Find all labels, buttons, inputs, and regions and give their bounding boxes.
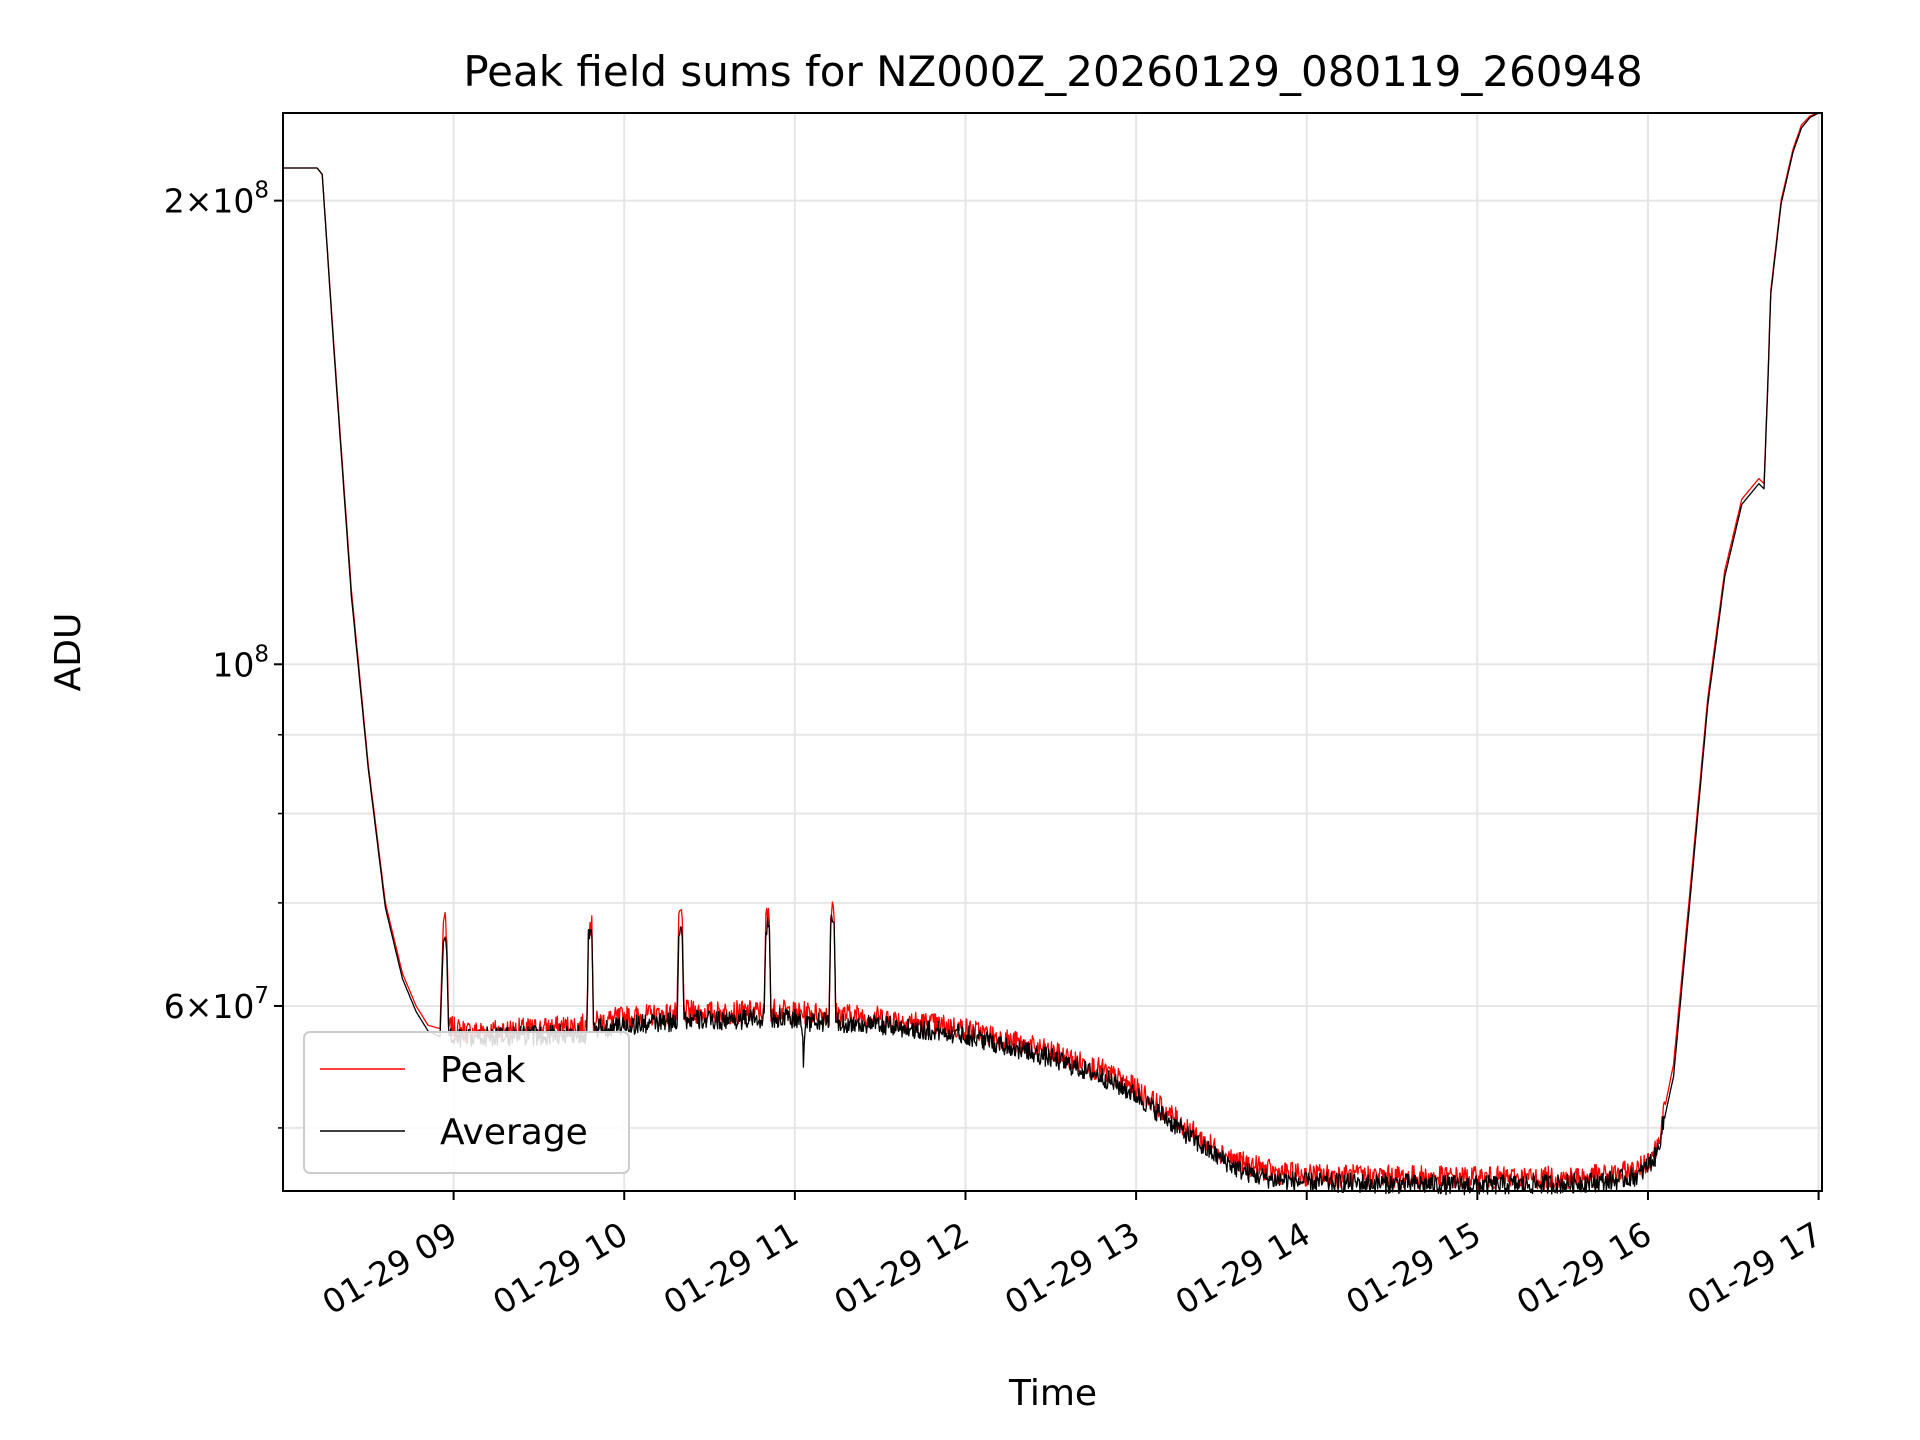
y-tick-label: 108 — [212, 641, 269, 684]
legend: Peak Average — [303, 1031, 630, 1174]
legend-average-label: Average — [440, 1112, 588, 1153]
x-axis-label: Time — [1008, 1373, 1097, 1414]
y-tick-label: 6×107 — [164, 983, 269, 1026]
legend-peak-label: Peak — [440, 1050, 526, 1091]
y-axis-label: ADU — [48, 613, 89, 692]
plot-frame — [282, 112, 1823, 1192]
legend-box — [303, 1031, 630, 1174]
y-tick-label: 2×108 — [164, 178, 269, 221]
chart-title: Peak field sums for NZ000Z_20260129_0801… — [463, 47, 1642, 96]
grid-lines — [283, 113, 1822, 1191]
